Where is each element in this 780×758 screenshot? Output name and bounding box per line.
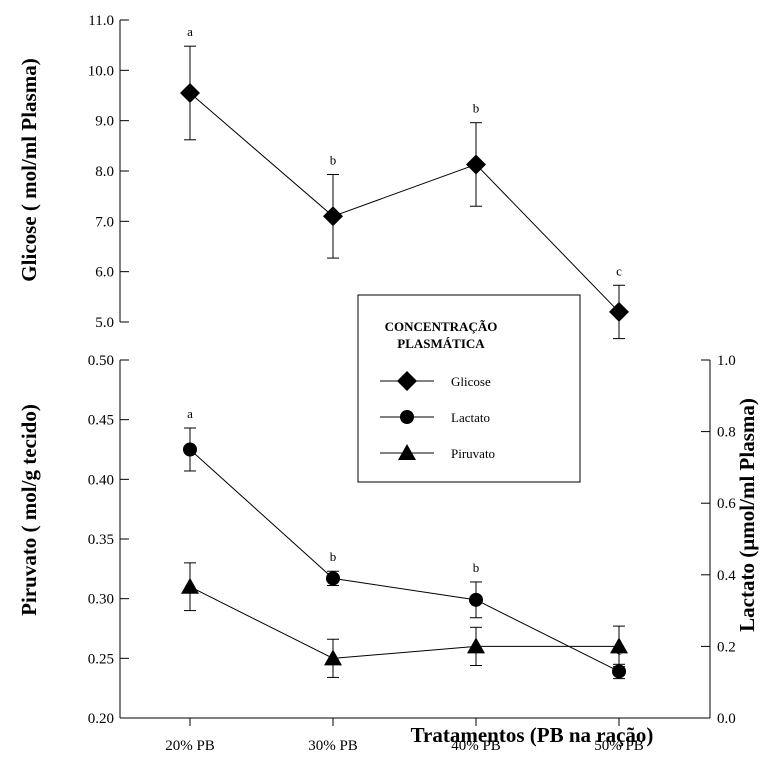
glicose-significance-label: a [187,24,193,39]
piruvato-series-line [189,586,619,659]
bottom-right-y-tick-label: 1.0 [717,353,736,369]
bottom-right-y-tick-label: 0.4 [717,568,736,584]
x-tick-label: 20% PB [165,738,215,754]
glicose-point [180,82,200,103]
x-tick-label: 50% PB [594,738,644,754]
legend-entries: Glicose Lactato Piruvato [380,371,495,461]
top-y-tick-label: 8.0 [95,164,114,180]
bottom-panel: 0.20 0.25 0.30 0.35 0.40 0.45 0.50 0.0 0.2 0.4 0.6… [88,353,737,754]
lactato-point [612,664,626,679]
legend-box [357,294,581,483]
lactato-series-line [189,449,620,672]
glicose-series-line [189,92,620,313]
piruvato-point [181,577,199,594]
legend-title-line1: CONCENTRAÇÃO [385,319,498,334]
top-y-tick-label: 5.0 [95,315,114,331]
bottom-left-y-tick-label: 0.30 [88,592,114,608]
lactato-significance-label: b [473,560,480,575]
bottom-right-y-tick-label: 0.0 [717,711,736,727]
lactato-point [326,571,340,586]
top-panel: 5.0 6.0 7.0 8.0 9.0 10.0 11.0 a b b c [88,13,629,340]
top-y-tick-label: 9.0 [95,114,114,130]
bottom-left-y-tick-label: 0.40 [88,472,114,488]
top-y-tick-label: 7.0 [95,214,114,230]
piruvato-point [324,649,342,666]
bottom-left-y-tick-label: 0.20 [88,711,114,727]
lactato-significance-label: b [330,549,337,564]
bottom-left-y-tick-label: 0.50 [88,353,114,369]
glicose-point [323,206,343,227]
top-y-tick-label: 11.0 [88,13,114,29]
bottom-left-y-tick-label: 0.45 [88,413,114,429]
bottom-left-y-tick-label: 0.35 [88,532,114,548]
glicose-point [466,154,486,175]
piruvato-point [610,637,628,654]
legend-title-line2: PLASMÁTICA [397,336,485,351]
legend-marker-piruvato [398,444,416,460]
top-y-tick-label: 6.0 [95,265,114,281]
glicose-significance-label: b [473,101,480,116]
legend-marker-lactato [400,410,414,424]
legend: CONCENTRAÇÃO PLASMÁTICA Glicose Lactato Pi… [357,294,581,483]
legend-label-glicose: Glicose [451,374,491,389]
x-tick-label: 30% PB [308,738,358,754]
bottom-right-y-axis-title: Lactato (µmol/ml Plasma) [735,398,759,632]
lactato-point [183,442,197,457]
x-axis-title: Tratamentos (PB na ração) [411,723,654,747]
glicose-significance-label: b [330,153,337,168]
bottom-right-y-tick-label: 0.8 [717,425,736,441]
lactato-significance-label: a [187,406,193,421]
glicose-point [609,301,629,322]
lactato-point [469,592,483,607]
legend-label-lactato: Lactato [451,410,490,425]
bottom-right-y-tick-label: 0.2 [717,639,736,655]
glicose-significance-label: c [616,263,622,278]
top-y-tick-label: 10.0 [88,63,114,79]
bottom-left-y-tick-label: 0.25 [88,651,114,667]
legend-label-piruvato: Piruvato [451,446,495,461]
x-tick-label: 40% PB [451,738,501,754]
bottom-right-y-tick-label: 0.6 [717,496,736,512]
legend-marker-glicose [397,371,417,391]
top-y-axis-title: Glicose ( mol/ml Plasma) [17,58,41,281]
piruvato-point [467,637,485,654]
bottom-left-y-axis-title: Piruvato ( mol/g tecido) [17,404,41,616]
